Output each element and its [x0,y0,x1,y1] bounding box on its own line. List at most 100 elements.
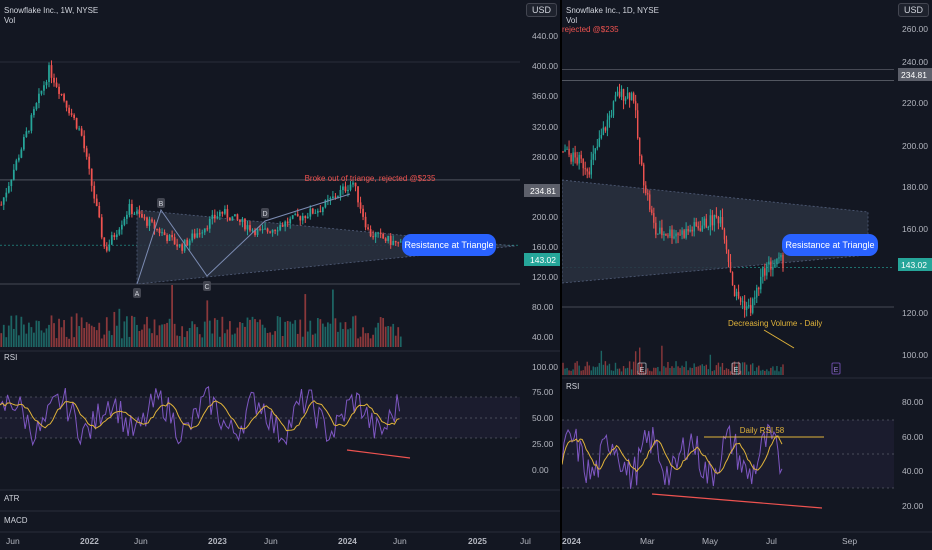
daily-candle [723,229,726,240]
daily-time-label: Mar [640,536,655,546]
daily-volume-bar [782,364,784,375]
weekly-candle [20,149,23,158]
daily-earnings-marker-label: E [834,367,839,374]
daily-candle [663,233,665,236]
weekly-volume-bar [239,322,241,347]
weekly-candle [2,197,5,205]
daily-volume-bar [699,365,701,375]
daily-candle [602,127,605,135]
weekly-chart-canvas[interactable]: A B C D Broke out of triange, rejected @$235… [0,0,560,550]
daily-candle [590,159,592,175]
daily-volume-bar [574,362,576,375]
weekly-volume-bar [151,333,153,347]
daily-candle [770,261,772,270]
weekly-volume-bar [156,335,158,347]
weekly-volume-bar [347,329,349,347]
daily-candle [606,119,609,131]
weekly-candle [294,214,297,216]
daily-volume-bar [638,347,641,375]
daily-time-label: Sep [842,536,857,546]
daily-triangle [562,179,869,284]
weekly-volume-bar [337,331,339,347]
daily-candle [566,148,568,150]
weekly-volume-bar [136,324,138,347]
daily-candle [760,276,762,290]
weekly-volume-bar [281,336,284,347]
weekly-candle [281,225,284,227]
weekly-volume-bar [306,331,309,347]
daily-price-tag-143 [898,258,932,271]
daily-volume-bar [681,365,683,375]
weekly-candle [65,100,68,108]
panel-divider[interactable] [560,0,562,550]
weekly-candle [367,227,369,230]
weekly-volume-bar [299,319,302,347]
daily-candle [677,233,679,235]
daily-resistance-label: Resistance at Triangle [785,240,874,250]
daily-candle [745,306,748,310]
weekly-volume-bar [85,322,88,347]
daily-volume-bar [737,361,740,375]
daily-candle [649,194,651,210]
weekly-candle [5,192,8,198]
weekly-candle [314,212,317,214]
daily-candle [562,151,564,153]
weekly-volume-bar [108,330,111,347]
daily-currency-button[interactable]: USD [898,3,930,17]
daily-chart-panel[interactable]: Decreasing Volume - Daily Resistance at T… [562,0,932,550]
weekly-candle [374,233,377,238]
weekly-price-tick: 320.00 [532,122,558,132]
weekly-candle [90,168,93,186]
daily-candle [758,287,760,290]
weekly-volume-bar [254,319,256,347]
daily-rsi-ma-line [562,435,783,474]
daily-volume-bar [584,366,586,375]
weekly-volume-bar [163,324,166,347]
daily-candle [641,156,643,165]
daily-candle [586,169,588,172]
weekly-volume-bar [95,330,98,347]
weekly-candle [389,235,392,245]
weekly-candle [289,218,292,224]
daily-earnings-marker-label: E [640,367,645,374]
weekly-volume-bar [166,322,168,347]
weekly-volume-bar [319,319,322,347]
weekly-volume-bar [379,317,382,347]
daily-candle [709,215,712,228]
daily-volume-bar [602,364,605,375]
daily-candle [584,168,586,170]
weekly-volume-bar [334,318,337,347]
weekly-candle [251,229,254,231]
daily-vol-label: Vol [566,16,578,25]
weekly-candle [40,90,43,94]
weekly-currency-button[interactable]: USD [526,3,558,17]
daily-candle [634,101,637,111]
daily-volume-bar [685,361,687,375]
daily-time-label: Jul [766,536,777,546]
weekly-candle [231,216,234,221]
weekly-candle [105,246,108,251]
weekly-candle [68,107,70,114]
daily-volume-bar [649,370,651,375]
daily-candle [582,158,584,169]
weekly-price-tick: 360.00 [532,91,558,101]
weekly-candle [274,229,276,231]
weekly-volume-bar [45,328,48,347]
weekly-chart-panel[interactable]: A B C D Broke out of triange, rejected @$235… [0,0,560,550]
daily-volume-bar [778,371,780,375]
weekly-candle [50,65,53,78]
weekly-candle [163,232,166,236]
weekly-volume-bar [103,334,106,347]
weekly-volume-bar [110,335,113,347]
weekly-volume-bar [148,328,151,347]
weekly-candle [141,213,143,218]
weekly-volume-bar [296,333,299,347]
weekly-volume-bar [171,285,173,347]
daily-candle [578,154,580,164]
weekly-volume-bar [372,334,374,347]
daily-chart-canvas[interactable]: Decreasing Volume - Daily Resistance at T… [562,0,932,550]
weekly-candle [193,233,196,238]
daily-candle [610,115,613,117]
weekly-candle [10,179,13,187]
weekly-candle [256,228,259,235]
